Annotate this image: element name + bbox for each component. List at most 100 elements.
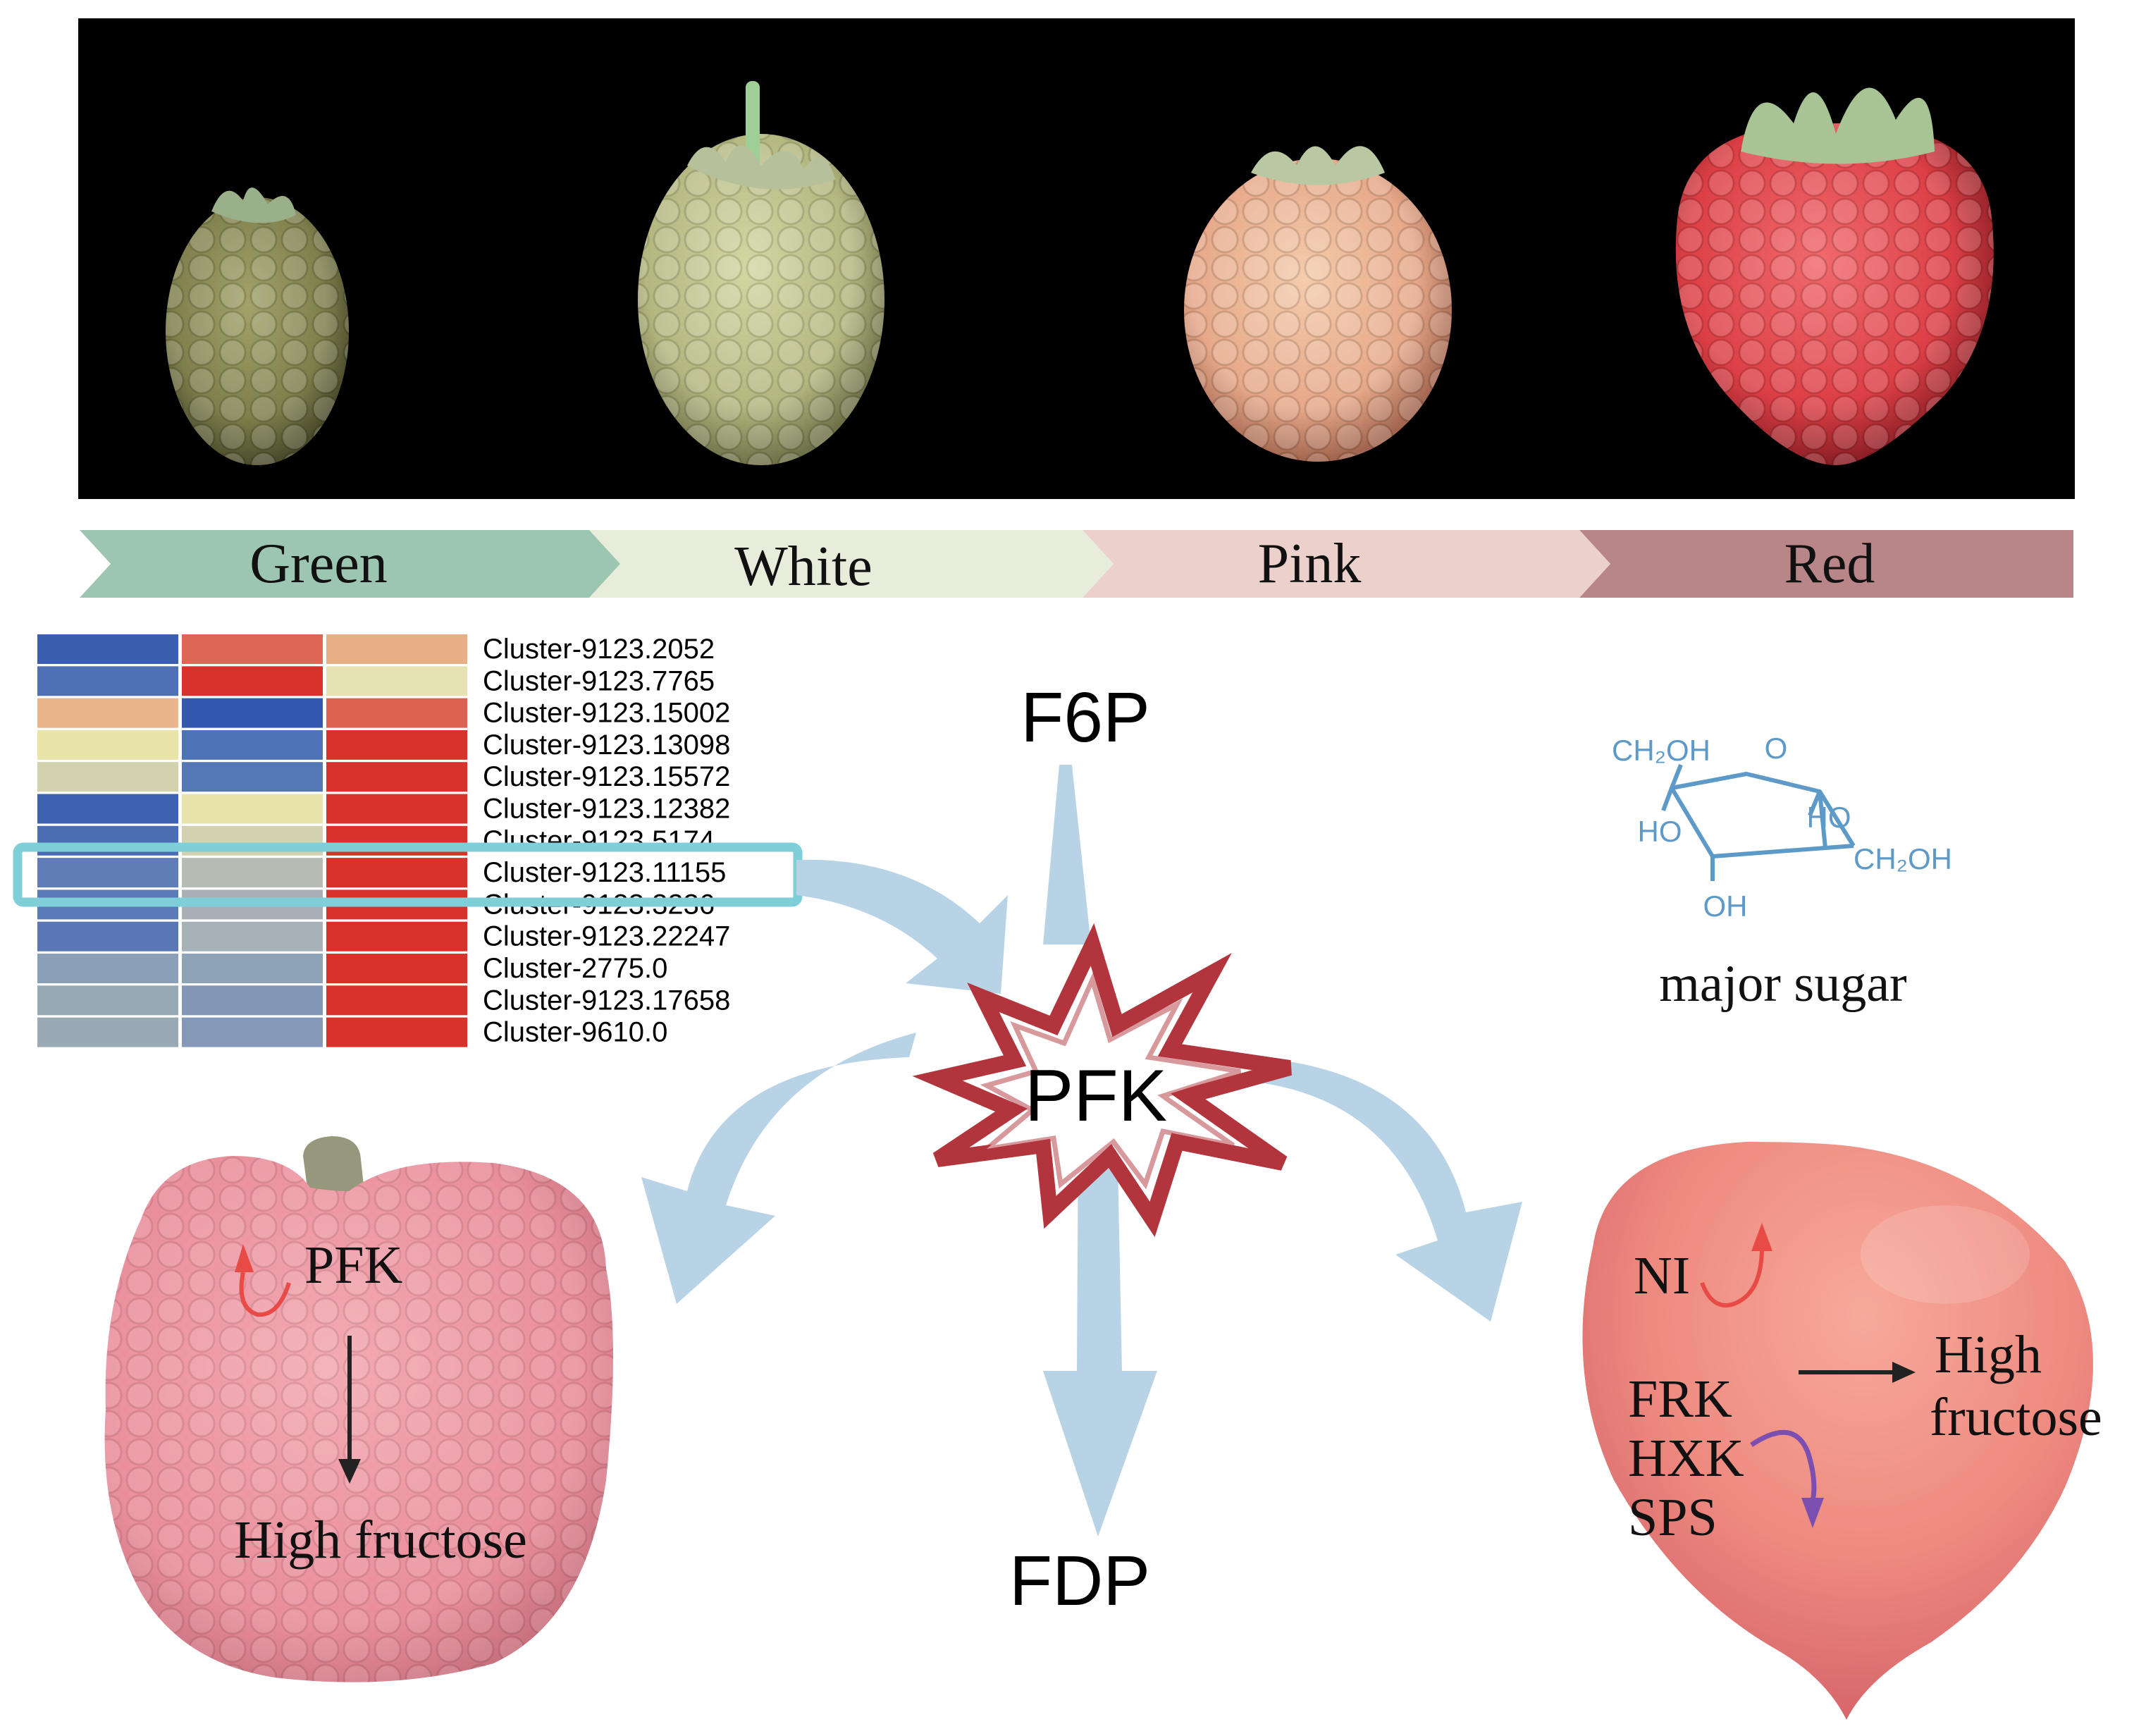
heatmap-cell xyxy=(182,730,323,760)
stage-chevron-pink xyxy=(1083,530,1579,598)
heatmap-row-label: Cluster-2775.0 xyxy=(483,953,667,984)
pfk-to-left-fruit-arrow xyxy=(641,1033,916,1304)
heatmap-cell xyxy=(326,954,467,983)
stage-bar: Green White Pink Red xyxy=(80,530,2073,598)
pfk-starburst: PFK xyxy=(912,923,1292,1238)
right-fruit-peach: NI FRK HXK SPS High fructose xyxy=(1582,1142,2102,1720)
heatmap-row-label: Cluster-9123.15002 xyxy=(483,698,730,729)
red-berry-image xyxy=(1675,87,1994,465)
heatmap-cell xyxy=(326,921,467,952)
stage-label-green: Green xyxy=(249,533,387,595)
white-berry-image xyxy=(638,81,884,465)
heatmap-cell xyxy=(326,762,467,792)
heatmap-row-label: Cluster-9123.22247 xyxy=(483,921,730,952)
heatmap-row: Cluster-9123.17658 xyxy=(37,985,730,1016)
heatmap-cell xyxy=(326,858,467,888)
pfk-to-right-fruit-arrow xyxy=(1254,1057,1522,1322)
fructose-molecule: O CH₂OH HO HO CH₂OH OH major sugar xyxy=(1612,732,1952,1013)
major-sugar-caption: major sugar xyxy=(1659,955,1906,1013)
heatmap-cell xyxy=(37,634,178,664)
heatmap-cell xyxy=(37,762,178,792)
heatmap-row: Cluster-9123.22247 xyxy=(37,921,730,952)
heatmap-cell xyxy=(37,858,178,888)
raspberry-stem xyxy=(303,1136,365,1198)
furanose-ring xyxy=(1670,772,1827,858)
ripening-photo-strip xyxy=(78,18,2075,499)
ho-left: HO xyxy=(1638,815,1682,848)
heatmap-row-label: Cluster-9123.15572 xyxy=(483,761,730,792)
heatmap-row: Cluster-9123.2052 xyxy=(37,634,715,665)
f6p-to-pfk-arrow xyxy=(1043,765,1091,944)
left-fruit-raspberry: PFK High fructose xyxy=(104,1136,614,1682)
heatmap-row: Cluster-9123.13098 xyxy=(37,730,730,761)
heatmap-cell xyxy=(326,698,467,728)
heatmap-cell xyxy=(182,858,323,888)
left-pfk-label: PFK xyxy=(304,1236,403,1295)
heatmap-cell xyxy=(37,730,178,760)
heatmap-cell xyxy=(326,730,467,760)
ch2oh-right: CH₂OH xyxy=(1854,842,1952,875)
heatmap-row-label: Cluster-9123.7765 xyxy=(483,665,715,696)
ni-label: NI xyxy=(1634,1246,1690,1305)
heatmap-row-label: Cluster-9610.0 xyxy=(483,1017,667,1048)
sps-label: SPS xyxy=(1628,1488,1718,1547)
heatmap-cell xyxy=(182,666,323,696)
ni-up-arrow xyxy=(1700,1247,1764,1307)
heatmap-cell xyxy=(37,794,178,824)
right-high-label: High xyxy=(1935,1325,2042,1384)
frk-label: FRK xyxy=(1628,1369,1732,1429)
heatmap-cell xyxy=(182,985,323,1016)
heatmap-cell xyxy=(37,921,178,952)
hxk-label: HXK xyxy=(1628,1429,1744,1488)
stage-label-white: White xyxy=(734,536,872,598)
pathway-arrows xyxy=(641,765,1522,1537)
heatmap-cell xyxy=(326,794,467,824)
heatmap-row: Cluster-9123.11155 xyxy=(37,857,726,888)
expression-heatmap: Cluster-9123.2052Cluster-9123.7765Cluste… xyxy=(37,634,730,1048)
f6p-label: F6P xyxy=(1020,678,1149,757)
heatmap-row-label: Cluster-9123.2052 xyxy=(483,634,715,665)
heatmap-cell xyxy=(37,985,178,1016)
heatmap-cell xyxy=(182,794,323,824)
oh-bottom: OH xyxy=(1703,889,1748,923)
pink-berry-image xyxy=(1184,146,1452,462)
heatmap-cell xyxy=(37,1017,178,1047)
heatmap-cell xyxy=(182,698,323,728)
stage-chevron-green xyxy=(80,530,589,598)
fdp-label: FDP xyxy=(1009,1541,1150,1620)
heatmap-cell xyxy=(37,698,178,728)
heatmap-cell xyxy=(37,954,178,983)
heatmap-row: Cluster-9123.15002 xyxy=(37,698,730,729)
heatmap-cell xyxy=(37,666,178,696)
heatmap-row-label: Cluster-9123.11155 xyxy=(483,857,726,888)
heatmap-row: Cluster-2775.0 xyxy=(37,953,667,984)
pfk-label: PFK xyxy=(1025,1055,1167,1137)
stage-chevron-white xyxy=(589,530,1083,598)
heatmap-cell xyxy=(326,666,467,696)
heatmap-cell xyxy=(182,921,323,952)
heatmap-row-label: Cluster-9123.12382 xyxy=(483,794,730,825)
stage-label-pink: Pink xyxy=(1258,533,1362,595)
heatmap-cell xyxy=(326,1017,467,1047)
heatmap-row-label: Cluster-9123.13098 xyxy=(483,730,730,761)
pfk-up-arrow xyxy=(239,1272,291,1317)
enzymes-down-arrow xyxy=(1750,1429,1817,1502)
stage-chevron-red xyxy=(1579,530,2073,598)
ho-right: HO xyxy=(1807,801,1851,834)
heatmap-cell xyxy=(182,1017,323,1047)
heatmap-cell xyxy=(182,634,323,664)
peach-body xyxy=(1582,1142,2093,1720)
left-high-fructose: High fructose xyxy=(234,1510,527,1570)
heatmap-cell xyxy=(182,954,323,983)
ring-oxygen: O xyxy=(1765,732,1788,765)
heatmap-row: Cluster-9610.0 xyxy=(37,1017,667,1048)
heatmap-cell xyxy=(326,985,467,1016)
heatmap-to-pfk-arrow xyxy=(796,859,1008,994)
heatmap-row-label: Cluster-9123.17658 xyxy=(483,985,730,1016)
right-fructose-label: fructose xyxy=(1930,1388,2102,1447)
heatmap-row: Cluster-9123.7765 xyxy=(37,665,715,696)
pfk-to-fdp-arrow xyxy=(1043,1128,1157,1537)
ch2oh-left: CH₂OH xyxy=(1612,734,1710,767)
heatmap-cell xyxy=(326,634,467,664)
